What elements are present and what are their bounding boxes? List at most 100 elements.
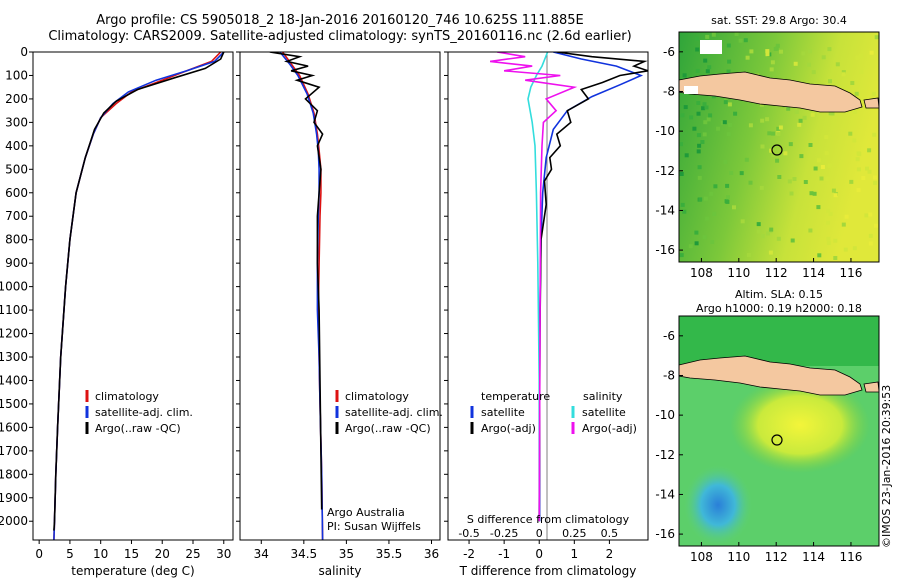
x-tick-label: 0 <box>535 547 543 561</box>
sst-pixel <box>744 157 749 162</box>
sst-pixel <box>826 236 831 241</box>
x-tick-label: 5 <box>66 547 74 561</box>
sst-pixel <box>827 47 832 52</box>
depth-tick-label: 1600 <box>0 420 28 434</box>
sst-pixel <box>733 111 738 116</box>
depth-tick-label: 1200 <box>0 327 28 341</box>
sst-map-title: sat. SST: 29.8 Argo: 30.4 <box>711 14 847 27</box>
sst-pixel <box>824 135 829 140</box>
sst-pixel <box>692 126 697 131</box>
x-tick-label: -1 <box>498 547 510 561</box>
sst-pixel <box>760 234 765 239</box>
x-tick-label: 34 <box>254 547 269 561</box>
sst-pixel <box>869 50 874 55</box>
sst-pixel <box>703 120 708 125</box>
annotation-text: PI: Susan Wijffels <box>327 520 421 533</box>
map-y-tick-label: -14 <box>655 487 675 501</box>
sst-pixel <box>773 47 778 51</box>
sst-pixel <box>833 238 838 243</box>
sst-pixel <box>728 122 733 127</box>
sst-pixel <box>749 49 754 54</box>
sst-pixel <box>828 111 833 116</box>
map-x-tick-label: 110 <box>727 550 750 564</box>
sst-pixel <box>810 249 815 254</box>
sst-pixel <box>696 111 701 116</box>
sst-pixel <box>726 132 731 137</box>
sst-pixel <box>787 179 792 184</box>
sst-pixel <box>798 118 803 123</box>
depth-tick-label: 500 <box>5 162 28 176</box>
legend-label: Argo(..raw -QC) <box>345 422 431 435</box>
sst-pixel <box>874 35 879 40</box>
sst-pixel <box>809 191 814 196</box>
sst-pixel <box>734 32 739 36</box>
map-y-tick-label: -8 <box>663 84 675 98</box>
x-tick-label: 35 <box>339 547 354 561</box>
x-tick-label: 1 <box>570 547 578 561</box>
legend-label: Argo(..raw -QC) <box>95 422 181 435</box>
sst-pixel <box>769 227 774 232</box>
bali-island <box>863 381 880 393</box>
sst-pixel <box>802 115 807 120</box>
sst-pixel <box>726 195 730 200</box>
sst-pixel <box>856 188 861 193</box>
x-tick-label: 10 <box>93 547 108 561</box>
legend-label: climatology <box>345 390 409 403</box>
sst-pixel <box>828 211 833 216</box>
sst-pixel <box>771 153 776 157</box>
sst-pixel <box>848 131 853 136</box>
sst-pixel <box>826 240 831 245</box>
x-tick-label: 20 <box>155 547 170 561</box>
map-y-tick-label: -6 <box>663 45 675 59</box>
sst-pixel <box>808 143 813 147</box>
depth-tick-label: 1000 <box>0 280 28 294</box>
sst-pixel <box>873 175 877 180</box>
sst-pixel <box>697 143 702 148</box>
depth-tick-label: 300 <box>5 115 28 129</box>
sst-pixel <box>872 132 877 137</box>
sst-pixel <box>682 73 687 78</box>
sst-pixel <box>743 38 748 43</box>
imos-credit: ©IMOS 23-Jan-2016 20:39:53 <box>880 384 893 548</box>
sst-pixel <box>689 115 694 120</box>
sst-pixel <box>779 49 783 54</box>
sst-pixel <box>747 252 751 257</box>
sst-pixel <box>859 69 864 74</box>
depth-tick-label: 400 <box>5 139 28 153</box>
temperature-frame <box>32 51 234 541</box>
x-tick-label: -2 <box>463 547 475 561</box>
sst-pixel <box>765 49 770 54</box>
sst-pixel <box>705 216 710 221</box>
x-tick-label: 35.5 <box>376 547 403 561</box>
sst-pixel <box>849 179 854 184</box>
series-line <box>53 52 225 540</box>
sst-pixel <box>826 208 831 213</box>
sst-pixel <box>861 176 866 180</box>
sst-pixel <box>703 58 708 63</box>
map-x-tick-label: 116 <box>840 266 863 280</box>
sst-pixel <box>680 113 685 118</box>
depth-tick-label: 2000 <box>0 514 28 528</box>
map-y-tick-label: -10 <box>655 124 675 138</box>
sst-pixel <box>841 222 846 227</box>
sla-map-ocean-north <box>679 316 879 366</box>
map-x-tick-label: 108 <box>690 550 713 564</box>
sst-map: 108 110 112 114 116 -6 -8 -10 -12 -14 -16 <box>655 31 880 280</box>
depth-tick-label: 1400 <box>0 373 28 387</box>
figure-title-line1: Argo profile: CS 5905018_2 18-Jan-2016 2… <box>96 13 584 28</box>
s-tick-label: 0.5 <box>601 527 619 540</box>
sst-pixel <box>803 180 808 184</box>
sst-pixel <box>723 100 728 105</box>
sst-pixel <box>799 154 804 159</box>
sst-pixel <box>786 106 791 111</box>
s-axis-label: S difference from climatology <box>467 513 630 526</box>
sst-pixel <box>812 191 817 196</box>
sst-pixel <box>776 126 781 131</box>
difference-frame <box>447 51 649 541</box>
figure-title-line2: Climatology: CARS2009. Satellite-adjuste… <box>48 29 632 44</box>
sst-pixel <box>865 32 870 37</box>
sst-pixel <box>738 38 743 43</box>
depth-tick-label: 1700 <box>0 444 28 458</box>
sst-pixel <box>706 117 711 122</box>
